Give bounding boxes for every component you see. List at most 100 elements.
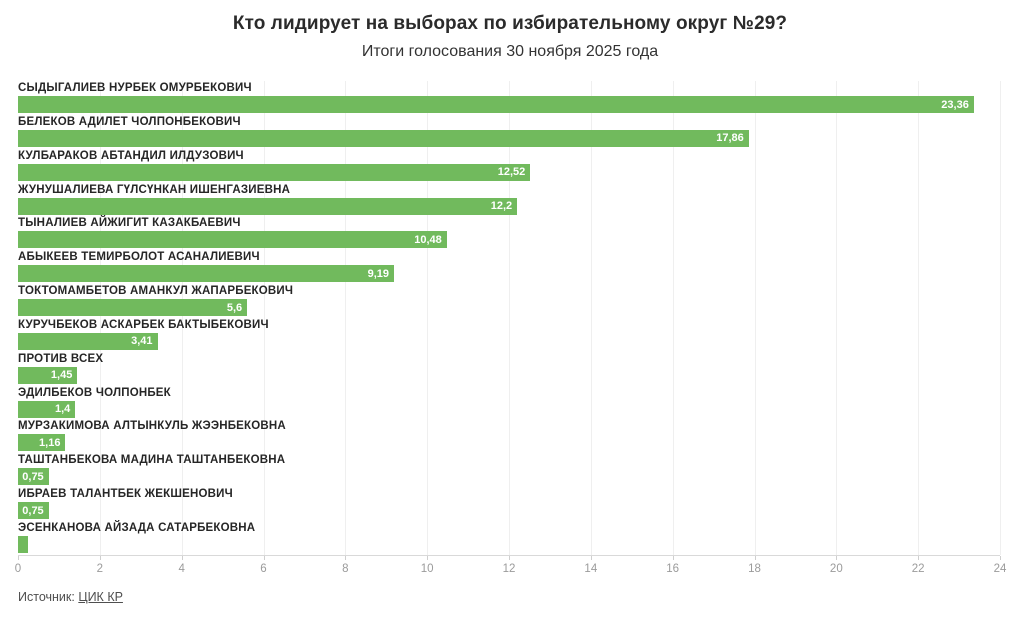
x-axis-tick-label: 16 bbox=[666, 562, 680, 575]
x-axis-tick-label: 24 bbox=[993, 562, 1007, 575]
candidate-label: КУРУЧБЕКОВ АСКАРБЕК БАКТЫБЕКОВИЧ bbox=[18, 318, 269, 331]
candidate-label: АБЫКЕЕВ ТЕМИРБОЛОТ АСАНАЛИЕВИЧ bbox=[18, 251, 260, 264]
bar-chart: СЫДЫГАЛИЕВ НУРБЕК ОМУРБЕКОВИЧ 23,36 БЕЛЕКО… bbox=[14, 81, 1006, 580]
x-axis-tick-label: 8 bbox=[342, 562, 349, 575]
candidate-label: ТЫНАЛИЕВ АЙЖИГИТ КАЗАКБАЕВИЧ bbox=[18, 217, 241, 230]
bar: 0,75 bbox=[18, 468, 49, 486]
bar-row: КУРУЧБЕКОВ АСКАРБЕК БАКТЫБЕКОВИЧ 3,41 bbox=[18, 318, 1000, 352]
bar-track: 12,2 bbox=[18, 197, 1000, 215]
bar: 1,16 bbox=[18, 434, 66, 452]
bar-track: 1,45 bbox=[18, 366, 1000, 384]
gridline bbox=[836, 81, 838, 555]
bar-value-label: 3,41 bbox=[131, 335, 153, 348]
bar-track: 0,75 bbox=[18, 502, 1000, 520]
bar-track bbox=[18, 535, 1000, 553]
gridline bbox=[509, 81, 510, 555]
x-axis-tick bbox=[18, 555, 19, 560]
bar-row: ЖУНУШАЛИЕВА ГҮЛСҮНКАН ИШЕНГАЗИЕВНА 12,2 bbox=[18, 183, 1000, 217]
source-label: Источник: bbox=[18, 590, 75, 604]
gridline bbox=[427, 81, 429, 555]
bar-track: 10,48 bbox=[18, 231, 1000, 249]
bar-value-label: 1,45 bbox=[50, 369, 73, 382]
bar-value-label: 17,86 bbox=[716, 132, 744, 145]
chart-title: Кто лидирует на выборах по избирательном… bbox=[232, 13, 788, 34]
x-axis-tick-label: 18 bbox=[748, 562, 761, 575]
bar: 23,36 bbox=[18, 96, 974, 113]
bar bbox=[18, 535, 29, 553]
bar-row: ТЫНАЛИЕВ АЙЖИГИТ КАЗАКБАЕВИЧ 10,48 bbox=[18, 216, 1000, 250]
candidate-label: КУЛБАРАКОВ АБТАНДИЛ ИЛДУЗОВИЧ bbox=[18, 149, 244, 162]
x-axis-tick-label: 4 bbox=[178, 562, 185, 575]
bar: 12,2 bbox=[18, 197, 518, 215]
bar-row: КУЛБАРАКОВ АБТАНДИЛ ИЛДУЗОВИЧ 12,52 bbox=[18, 149, 1000, 183]
candidate-label: ИБРАЕВ ТАЛАНТБЕК ЖЕКШЕНОВИЧ bbox=[18, 488, 233, 501]
bar-rows: СЫДЫГАЛИЕВ НУРБЕК ОМУРБЕКОВИЧ 23,36 БЕЛЕКО… bbox=[18, 81, 1000, 555]
bar-row: ТОКТОМАМБЕТОВ АМАНКУЛ ЖАПАРБЕКОВИЧ 5,6 bbox=[18, 284, 1000, 318]
bar-track: 23,36 bbox=[18, 96, 1000, 113]
gridline bbox=[754, 81, 756, 555]
x-axis-tick bbox=[836, 555, 838, 560]
x-axis-tick bbox=[427, 555, 429, 560]
x-axis-tick-label: 0 bbox=[14, 562, 22, 575]
x-axis-tick-label: 14 bbox=[584, 562, 598, 575]
gridline bbox=[99, 81, 101, 555]
bar: 9,19 bbox=[18, 265, 395, 283]
source-link[interactable]: ЦИК КР bbox=[78, 590, 123, 604]
bar-row: ТАШТАНБЕКОВА МАДИНА ТАШТАНБЕКОВНА 0,75 bbox=[18, 453, 1000, 487]
bar-value-label: 0,75 bbox=[22, 470, 44, 483]
gridline bbox=[181, 81, 183, 555]
bar-value-label: 10,48 bbox=[414, 233, 442, 246]
gridline bbox=[1000, 81, 1001, 555]
bar-row: ЭСЕНКАНОВА АЙЗАДА САТАРБЕКОВНА bbox=[18, 521, 1000, 555]
x-axis-tick bbox=[509, 555, 510, 560]
bar: 12,52 bbox=[18, 163, 531, 181]
chart-header: Кто лидирует на выборах по избирательном… bbox=[0, 0, 1020, 61]
chart-subtitle: Итоги голосования 30 ноября 2025 года bbox=[361, 43, 659, 60]
gridlines bbox=[18, 81, 1001, 555]
source-line: Источник: ЦИК КР bbox=[18, 590, 123, 604]
bar-track: 1,4 bbox=[18, 400, 1000, 418]
bar: 3,41 bbox=[18, 332, 158, 350]
candidate-label: БЕЛЕКОВ АДИЛЕТ ЧОЛПОНБЕКОВИЧ bbox=[18, 115, 241, 128]
bar-track: 5,6 bbox=[18, 299, 1000, 317]
bar: 17,86 bbox=[18, 129, 749, 147]
bar-track: 3,41 bbox=[18, 332, 1000, 350]
x-axis-tick bbox=[590, 555, 592, 560]
candidate-label: ТАШТАНБЕКОВА МАДИНА ТАШТАНБЕКОВНА bbox=[18, 454, 286, 467]
candidate-label: ТОКТОМАМБЕТОВ АМАНКУЛ ЖАПАРБЕКОВИЧ bbox=[18, 285, 294, 298]
candidate-label: ЭСЕНКАНОВА АЙЗАДА САТАРБЕКОВНА bbox=[18, 521, 256, 534]
gridline bbox=[590, 81, 592, 555]
gridline bbox=[672, 81, 674, 555]
bar-row: БЕЛЕКОВ АДИЛЕТ ЧОЛПОНБЕКОВИЧ 17,86 bbox=[18, 115, 1000, 149]
bar-value-label: 9,19 bbox=[367, 267, 390, 280]
bar-track: 9,19 bbox=[18, 265, 1000, 283]
x-axis-tick bbox=[181, 555, 183, 560]
x-axis-tick bbox=[345, 555, 347, 560]
x-axis-tick bbox=[918, 555, 920, 560]
bar-value-label: 5,6 bbox=[226, 301, 243, 314]
candidate-label: ЭДИЛБЕКОВ ЧОЛПОНБЕК bbox=[18, 386, 171, 399]
x-axis-tick-label: 20 bbox=[829, 562, 843, 575]
bar: 1,4 bbox=[18, 400, 76, 418]
x-axis-tick-label: 10 bbox=[420, 562, 434, 575]
candidate-label: МУРЗАКИМОВА АЛТЫНКУЛЬ ЖЭЭНБЕКОВНА bbox=[18, 420, 286, 433]
bar: 0,75 bbox=[18, 502, 49, 520]
bar-row: ЭДИЛБЕКОВ ЧОЛПОНБЕК 1,4 bbox=[18, 386, 1000, 420]
gridline bbox=[263, 81, 265, 555]
x-axis: 0 2 4 6 8 10 12 14 16 18 20 22 24 bbox=[14, 554, 1006, 580]
bar-value-label: 23,36 bbox=[941, 98, 969, 111]
bar-value-label: 1,4 bbox=[54, 403, 71, 416]
x-axis-tick bbox=[672, 555, 674, 560]
x-axis-tick bbox=[263, 555, 265, 560]
bar: 1,45 bbox=[18, 366, 78, 384]
gridline bbox=[345, 81, 347, 555]
candidate-label: ЖУНУШАЛИЕВА ГҮЛСҮНКАН ИШЕНГАЗИЕВНА bbox=[18, 183, 291, 196]
bar-row: АБЫКЕЕВ ТЕМИРБОЛОТ АСАНАЛИЕВИЧ 9,19 bbox=[18, 250, 1000, 284]
x-axis-tick-label: 2 bbox=[96, 562, 104, 575]
candidate-label: СЫДЫГАЛИЕВ НУРБЕК ОМУРБЕКОВИЧ bbox=[18, 82, 252, 94]
bar: 10,48 bbox=[18, 231, 447, 249]
bar-track: 0,75 bbox=[18, 468, 1000, 486]
bar-value-label: 12,52 bbox=[497, 166, 526, 179]
x-axis-tick bbox=[754, 555, 756, 560]
bar-track: 1,16 bbox=[18, 434, 1000, 452]
